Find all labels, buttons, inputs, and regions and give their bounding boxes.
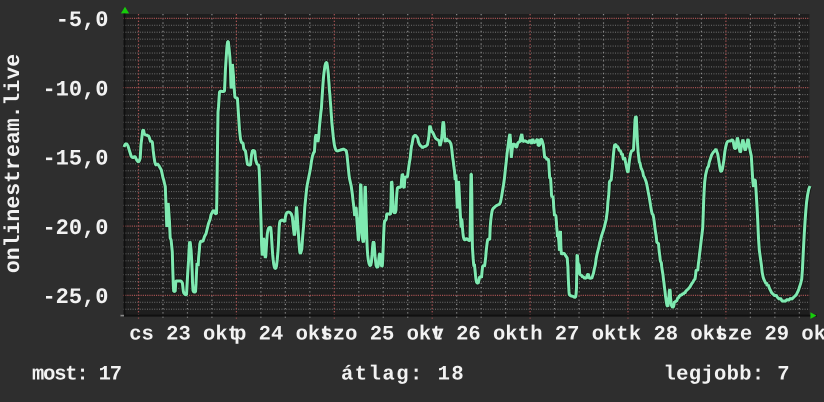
svg-text:cs 23 okt: cs 23 okt bbox=[129, 324, 240, 347]
svg-text:szo 25 okt: szo 25 okt bbox=[320, 324, 443, 347]
svg-text:v 26 okt: v 26 okt bbox=[431, 324, 529, 347]
svg-text:legjobb: 7: legjobb: 7 bbox=[664, 364, 790, 387]
svg-text:k 28 okt: k 28 okt bbox=[629, 324, 727, 347]
svg-text:most: 17: most: 17 bbox=[32, 364, 121, 387]
svg-text:-5,0: -5,0 bbox=[56, 8, 109, 33]
svg-text:sze 29 okt: sze 29 okt bbox=[715, 324, 824, 347]
svg-text:-10,0: -10,0 bbox=[42, 77, 108, 102]
svg-text:-15,0: -15,0 bbox=[42, 147, 108, 172]
svg-text:h 27 okt: h 27 okt bbox=[530, 324, 628, 347]
svg-text:átlag: 18: átlag: 18 bbox=[341, 364, 465, 387]
svg-text:p 24 okt: p 24 okt bbox=[234, 324, 332, 347]
svg-text:onlinestream.live: onlinestream.live bbox=[2, 54, 26, 273]
svg-text:-25,0: -25,0 bbox=[42, 285, 108, 310]
svg-text:-20,0: -20,0 bbox=[42, 216, 108, 241]
